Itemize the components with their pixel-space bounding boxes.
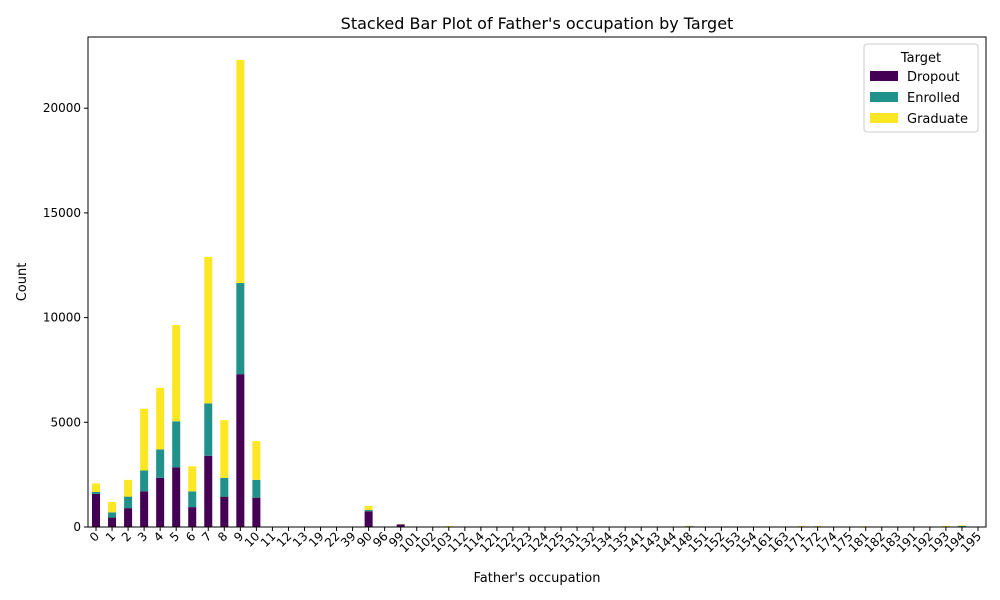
bar-dropout-3 [140, 491, 149, 527]
bar-dropout-90 [364, 511, 373, 527]
bar-dropout-5 [172, 467, 181, 527]
y-tick-label: 20000 [43, 101, 81, 115]
y-tick-label: 10000 [43, 311, 81, 325]
x-tick-label: 4 [151, 529, 166, 544]
bar-dropout-2 [124, 508, 133, 527]
bar-graduate-6 [188, 466, 197, 492]
bar-graduate-5 [172, 324, 181, 422]
bar-enrolled-1 [108, 512, 117, 518]
bar-enrolled-5 [172, 421, 181, 468]
y-tick-label: 5000 [50, 415, 81, 429]
bar-enrolled-194 [957, 525, 966, 527]
legend-swatch-enrolled [870, 92, 898, 102]
chart-title: Stacked Bar Plot of Father's occupation … [341, 14, 734, 33]
bar-enrolled-3 [140, 470, 149, 492]
bar-dropout-99 [396, 524, 405, 527]
legend: Target Dropout Enrolled Graduate [863, 43, 979, 133]
y-tick-label: 15000 [43, 206, 81, 220]
bar-dropout-0 [92, 493, 101, 527]
bar-enrolled-4 [156, 449, 165, 478]
x-tick-label: 3 [135, 529, 150, 544]
x-axis: 0 1 2 3 4 5 6 7 8 9101112131922399096991011021031… [87, 527, 984, 555]
bar-dropout-1 [108, 517, 117, 527]
legend-box [863, 43, 979, 133]
y-axis: 0 5000 10000 15000 20000 [43, 101, 88, 534]
legend-label-graduate: Graduate [907, 112, 968, 127]
bar-enrolled-9 [236, 283, 245, 375]
x-tick-label: 0 [87, 529, 102, 544]
legend-swatch-dropout [870, 71, 898, 81]
x-tick-label: 5 [167, 529, 182, 544]
bar-graduate-90 [364, 505, 373, 511]
y-tick-label: 0 [73, 520, 81, 534]
x-tick-label: 8 [215, 529, 230, 544]
bar-enrolled-90 [364, 510, 373, 512]
bar-dropout-8 [220, 496, 229, 527]
bar-graduate-2 [124, 479, 133, 497]
bar-dropout-6 [188, 507, 197, 527]
bar-dropout-7 [204, 455, 213, 527]
x-tick-label: 2 [119, 529, 134, 544]
bar-dropout-9 [236, 374, 245, 527]
legend-swatch-graduate [870, 113, 898, 123]
bar-graduate-0 [92, 483, 101, 492]
bar-graduate-194 [957, 525, 966, 526]
bar-graduate-7 [204, 256, 213, 404]
legend-label-dropout: Dropout [907, 70, 960, 85]
x-tick-label: 7 [199, 529, 214, 544]
legend-title: Target [900, 51, 941, 66]
bar-enrolled-6 [188, 491, 197, 508]
bar-enrolled-148 [685, 526, 694, 527]
bar-graduate-9 [236, 60, 245, 284]
x-axis-label: Father's occupation [473, 571, 600, 586]
axes-frame [87, 36, 987, 528]
bar-dropout-10 [252, 497, 261, 527]
y-axis-label: Count [15, 263, 30, 302]
bar-enrolled-8 [220, 477, 229, 497]
bar-enrolled-0 [92, 491, 101, 494]
bar-graduate-10 [252, 441, 261, 480]
x-tick-label: 1 [103, 529, 118, 544]
bar-graduate-3 [140, 408, 149, 471]
legend-label-enrolled: Enrolled [907, 91, 960, 106]
bar-enrolled-10 [252, 479, 261, 498]
plot-area [92, 60, 982, 527]
bar-dropout-4 [156, 477, 165, 527]
bar-enrolled-7 [204, 403, 213, 456]
bar-graduate-8 [220, 420, 229, 478]
bar-enrolled-2 [124, 496, 133, 509]
bar-graduate-193 [941, 525, 950, 527]
bar-graduate-4 [156, 387, 165, 450]
bar-graduate-1 [108, 501, 117, 513]
x-tick-label: 6 [183, 529, 198, 544]
